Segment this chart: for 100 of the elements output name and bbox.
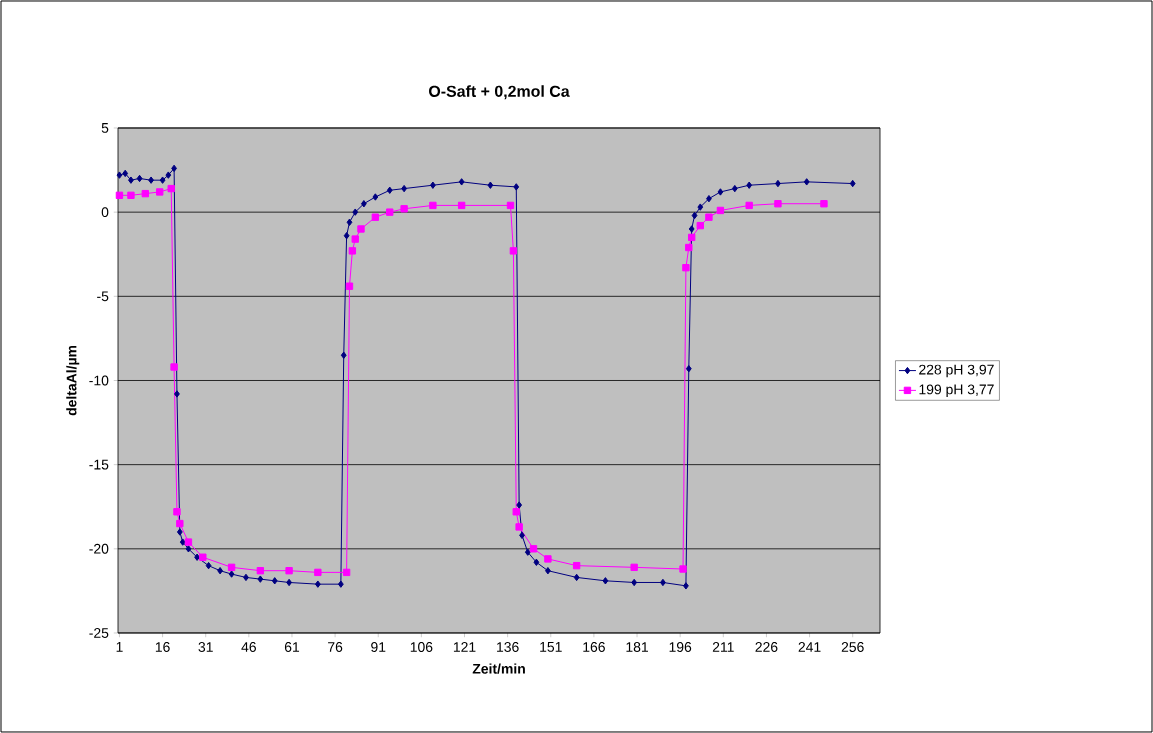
legend-label: 228 pH 3,97: [919, 364, 994, 378]
point: [745, 201, 753, 210]
point: [217, 567, 223, 575]
point: [228, 570, 235, 578]
point: [746, 181, 753, 189]
y-tick-label: -10: [89, 375, 109, 386]
point: [256, 567, 265, 575]
point: [386, 208, 394, 216]
x-tick-label: 211: [712, 642, 734, 652]
point: [371, 213, 380, 221]
point: [602, 577, 609, 585]
point: [285, 567, 293, 575]
point: [573, 573, 580, 582]
point: [803, 178, 810, 186]
point: [271, 577, 278, 585]
x-tick-label: 1: [116, 642, 123, 652]
x-tick-label: 121: [453, 642, 476, 652]
point: [122, 169, 129, 178]
y-tick-label: -20: [89, 543, 109, 554]
point: [487, 181, 494, 189]
point: [529, 545, 538, 553]
point: [314, 568, 322, 577]
point: [679, 565, 687, 573]
point: [148, 176, 154, 184]
x-tick-label: 151: [540, 642, 562, 652]
x-tick-label: 181: [626, 642, 648, 652]
point: [257, 575, 264, 583]
x-tick-label: 256: [841, 642, 864, 652]
chart-title: O-Saft + 0,2mol Ca: [429, 85, 570, 100]
y-tick-label: -15: [89, 459, 109, 470]
point: [348, 247, 357, 255]
point: [346, 218, 353, 226]
x-tick-label: 136: [497, 642, 519, 652]
point: [174, 390, 180, 398]
x-tick-label: 196: [669, 642, 692, 652]
legend-label: 199 pH 3,77: [919, 384, 994, 398]
point: [115, 191, 124, 200]
point: [176, 519, 184, 528]
y-tick-label: 0: [101, 207, 109, 218]
point: [400, 205, 408, 213]
point: [685, 243, 693, 252]
point: [173, 508, 181, 516]
point: [343, 232, 350, 240]
point: [509, 247, 518, 255]
point: [685, 365, 692, 373]
x-tick-label: 226: [755, 642, 778, 652]
x-tick-label: 46: [241, 642, 256, 652]
point: [176, 528, 183, 536]
point: [513, 183, 520, 191]
x-tick-label: 31: [198, 642, 213, 652]
point: [128, 176, 134, 184]
point: [512, 508, 520, 516]
point: [199, 553, 207, 561]
point: [774, 200, 782, 208]
point: [127, 191, 135, 200]
point: [731, 184, 738, 193]
point: [179, 538, 186, 546]
point: [533, 558, 540, 566]
point: [227, 563, 236, 572]
point: [696, 221, 704, 230]
x-tick-label: 91: [371, 642, 386, 652]
y-tick-label: -5: [97, 291, 109, 302]
point: [401, 184, 408, 193]
y-tick-label: -25: [89, 628, 109, 638]
point: [717, 188, 724, 196]
point: [687, 233, 696, 242]
point: [205, 561, 212, 570]
point: [688, 225, 695, 233]
point: [429, 181, 436, 189]
point: [156, 188, 164, 196]
x-tick-label: 241: [798, 642, 821, 652]
point: [170, 363, 178, 371]
y-axis-title: deltaAl/µm: [66, 345, 80, 416]
y-tick-label: 5: [101, 123, 109, 133]
point: [457, 201, 466, 210]
point: [429, 201, 437, 210]
point: [194, 553, 200, 561]
point: [372, 193, 379, 201]
point: [345, 282, 354, 290]
point: [340, 351, 347, 359]
x-tick-label: 106: [410, 642, 433, 652]
point: [544, 555, 552, 563]
point: [136, 174, 143, 183]
point: [516, 501, 523, 509]
point: [691, 211, 698, 220]
point: [342, 568, 351, 577]
point: [545, 567, 551, 575]
point: [165, 171, 172, 179]
point: [849, 179, 856, 188]
x-axis-title: Zeit/min: [472, 663, 525, 674]
point: [506, 201, 515, 210]
point: [185, 545, 192, 553]
point: [630, 563, 638, 572]
point: [683, 582, 689, 590]
point: [716, 206, 725, 215]
point: [116, 171, 123, 179]
point: [697, 203, 704, 211]
point: [631, 578, 638, 587]
point: [159, 176, 166, 184]
point: [184, 538, 193, 546]
